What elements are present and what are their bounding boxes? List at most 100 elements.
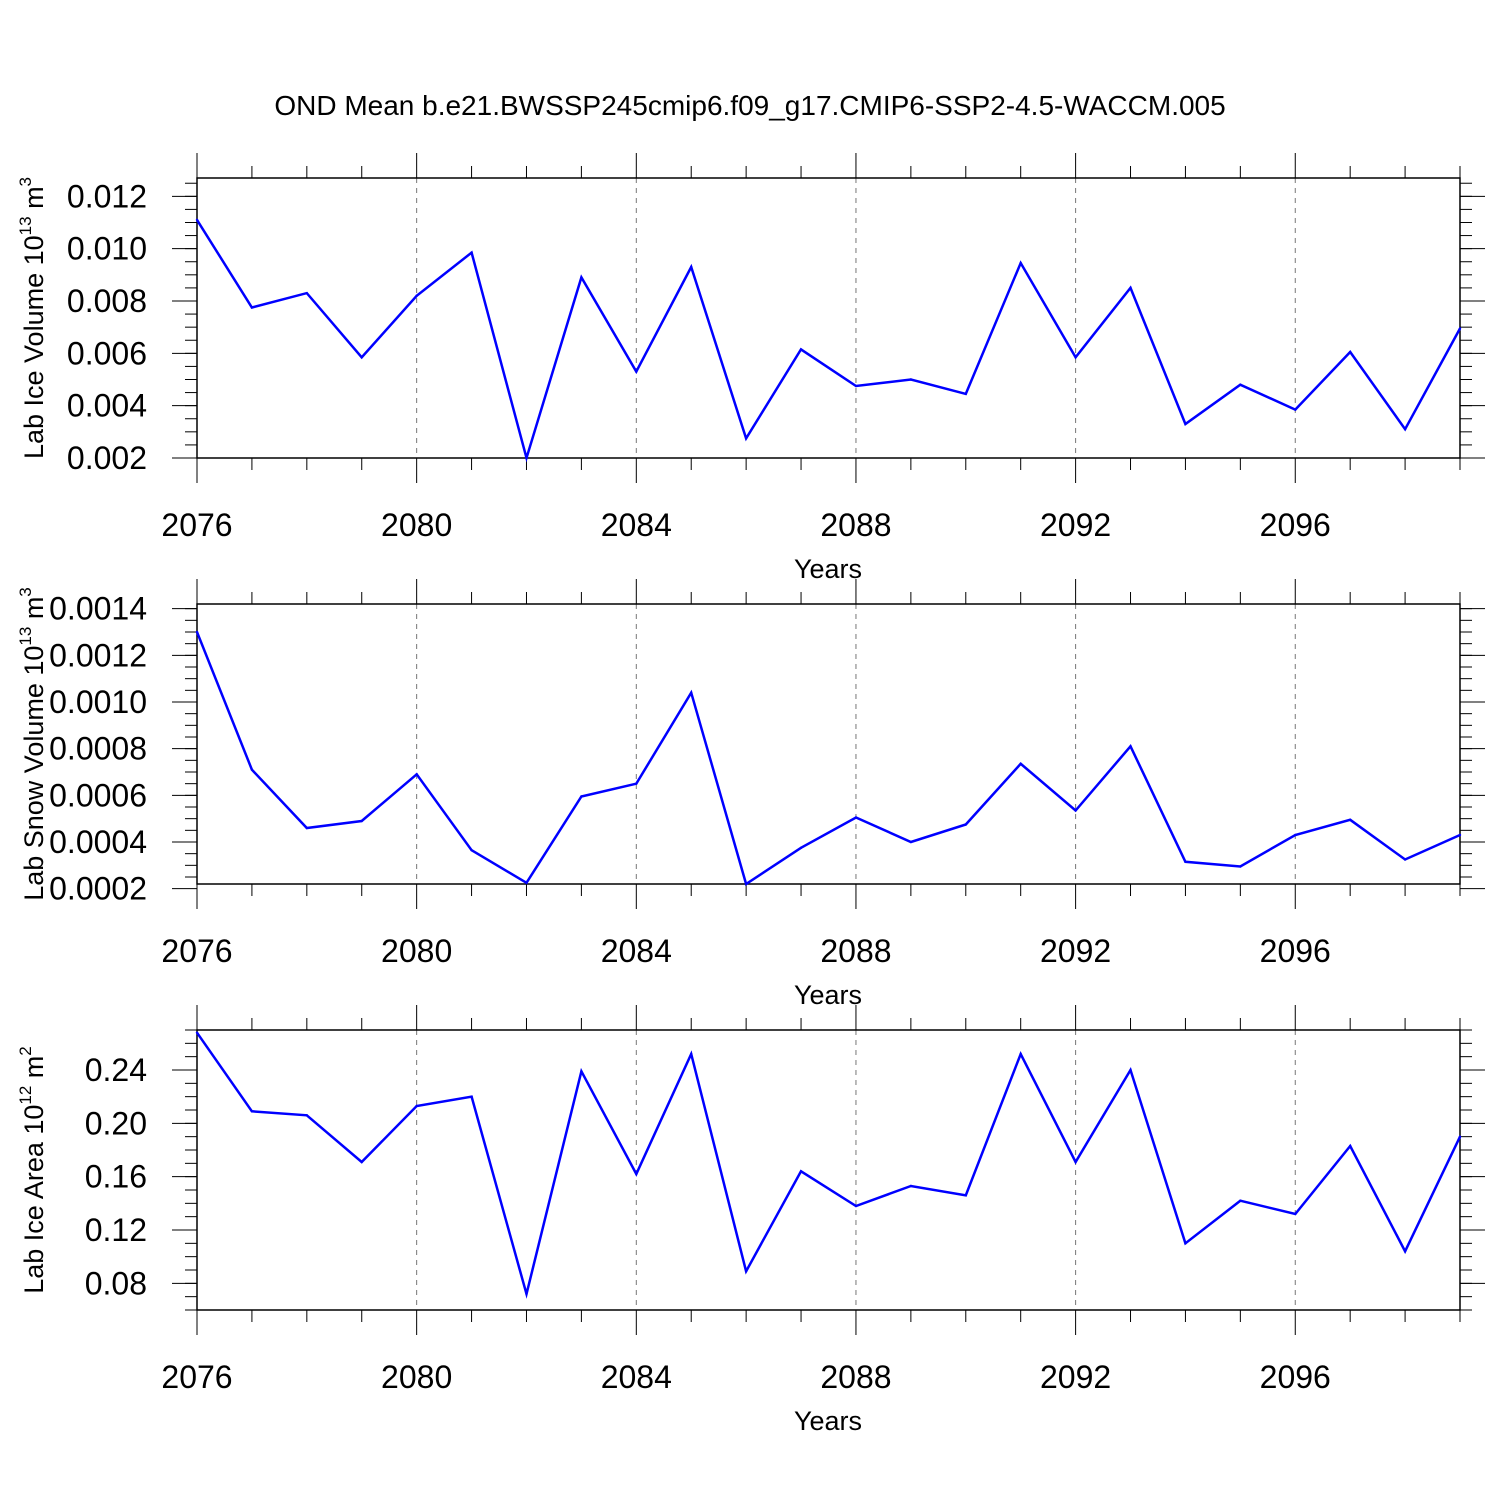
y-tick-label: 0.12 [85,1212,147,1248]
y-axis-title-superscript: 13 [16,627,35,646]
data-point [1348,350,1352,354]
data-point [360,819,363,823]
data-point [470,848,473,852]
data-point [635,782,638,785]
figure-title: OND Mean b.e21.BWSSP245cmip6.f09_g17.CMI… [274,90,1225,121]
data-point [1458,1135,1462,1138]
data-point [909,840,913,844]
data-point [1239,1199,1242,1202]
data-point [1129,745,1132,748]
data-point [744,882,748,886]
y-axis-title-part: Lab Snow Volume 10 [19,646,49,901]
x-tick-label: 2088 [820,933,891,969]
data-point [1019,261,1022,265]
y-tick-label: 0.0014 [49,591,147,627]
data-point [1294,408,1297,411]
y-tick-label: 0.20 [85,1105,147,1141]
plot-frame [196,1029,1461,1311]
x-axis-title: Years [794,1406,862,1436]
data-point [1403,1250,1407,1253]
data-point [195,1031,199,1034]
data-point [470,251,473,254]
data-point [964,392,967,396]
data-point [1403,858,1407,861]
data-point [415,1104,418,1108]
data-point [305,291,309,295]
x-tick-label: 2080 [381,933,452,969]
data-point [799,348,803,351]
data-point [854,384,858,388]
data-point [1184,1242,1187,1245]
x-tick-label: 2084 [601,507,672,543]
data-point [1184,860,1187,864]
y-tick-label: 0.0004 [49,824,147,860]
series-line [195,219,1462,463]
data-point [799,846,803,850]
data-point [415,773,418,776]
data-point [964,823,967,826]
series-line [195,1031,1462,1299]
data-point [1348,818,1352,822]
data-point [1294,1212,1297,1216]
x-tick-label: 2096 [1260,933,1331,969]
y-tick-label: 0.0012 [49,637,147,673]
x-axis-title: Years [794,554,862,584]
data-point [305,826,309,830]
y-tick-label: 0.004 [67,388,147,424]
data-point [854,1204,858,1208]
data-point [909,378,913,381]
x-tick-label: 2092 [1040,933,1111,969]
panel-2: 0.0002 0.0004 0.0006 0.0008 0.0010 0.0012 0.00… [16,579,1485,1010]
data-point [580,795,583,798]
y-tick-label: 0.002 [67,440,147,476]
y-axis-title-superscript: 13 [16,216,35,235]
y-axis-title: Lab Ice Volume 1013 m3 [16,177,49,459]
y-axis-title-superscript: 2 [16,1046,35,1055]
data-point [1239,865,1242,868]
y-tick-label: 0.006 [67,335,147,371]
x-tick-label: 2076 [161,507,232,543]
y-axis-title-part: Lab Ice Volume 10 [19,235,49,459]
x-tick-label: 2080 [381,1359,452,1395]
data-point [360,356,363,359]
y-axis-title-part: m [19,186,49,216]
y-axis-title: Lab Snow Volume 1013 m3 [16,587,49,901]
data-point [195,630,199,634]
y-axis-title-superscript: 3 [16,587,35,596]
x-tick-label: 2076 [161,1359,232,1395]
data-point [1074,1160,1077,1164]
data-point [360,1160,363,1164]
y-tick-label: 0.08 [85,1265,147,1301]
y-tick-label: 0.0006 [49,777,147,813]
data-point [580,1070,583,1073]
data-point [690,265,693,269]
data-point [1239,383,1242,386]
data-point [1403,428,1407,431]
y-tick-label: 0.24 [85,1052,147,1088]
data-point [964,1194,967,1197]
data-point [1074,356,1077,359]
data-point [744,437,748,440]
x-tick-label: 2096 [1260,507,1331,543]
x-tick-label: 2080 [381,507,452,543]
data-point [250,306,254,309]
x-tick-label: 2092 [1040,507,1111,543]
y-tick-label: 0.012 [67,178,147,214]
data-point [305,1114,309,1117]
data-point [635,370,638,373]
data-point [690,691,693,694]
data-point [1458,327,1462,330]
y-axis-title-part: m [19,597,49,627]
x-axis-title: Years [794,980,862,1010]
data-point [1074,809,1077,812]
y-tick-label: 0.16 [85,1159,147,1195]
series-line [195,631,1461,886]
data-point [525,881,528,885]
y-axis-title-superscript: 3 [16,177,35,186]
data-point [580,276,583,279]
data-point [799,1170,803,1173]
data-point [1294,833,1297,837]
x-tick-label: 2096 [1260,1359,1331,1395]
